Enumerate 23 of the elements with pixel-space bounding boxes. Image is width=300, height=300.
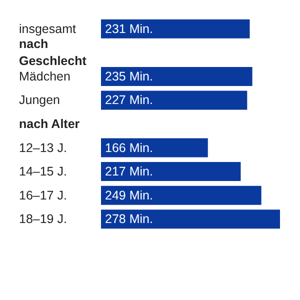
y-tick-label: 16–17 J. xyxy=(19,188,67,202)
data-label: 217 Min. xyxy=(105,164,153,179)
y-tick-label: Mädchen xyxy=(19,69,70,84)
bar xyxy=(101,162,241,182)
data-label: 227 Min. xyxy=(105,93,153,108)
data-label: 235 Min. xyxy=(105,69,153,84)
data-label: 249 Min. xyxy=(105,188,153,202)
y-tick-label: nach Geschlecht xyxy=(19,37,88,68)
y-tick-label: 14–15 J. xyxy=(19,164,67,179)
bar xyxy=(101,186,262,205)
bar xyxy=(101,210,280,229)
y-tick-label: 18–19 J. xyxy=(19,212,67,226)
bar xyxy=(101,19,250,38)
data-label: 166 Min. xyxy=(105,140,153,155)
y-tick-label: nach Alter xyxy=(19,117,80,131)
y-tick-label: insgesamt xyxy=(19,22,76,36)
y-tick-label: 12–13 J. xyxy=(19,140,67,155)
data-label: 278 Min. xyxy=(105,212,153,226)
data-label: 231 Min. xyxy=(105,22,153,36)
bar xyxy=(101,90,248,110)
y-tick-label: Jungen xyxy=(19,93,60,108)
bar xyxy=(101,138,208,158)
bar xyxy=(101,66,252,86)
